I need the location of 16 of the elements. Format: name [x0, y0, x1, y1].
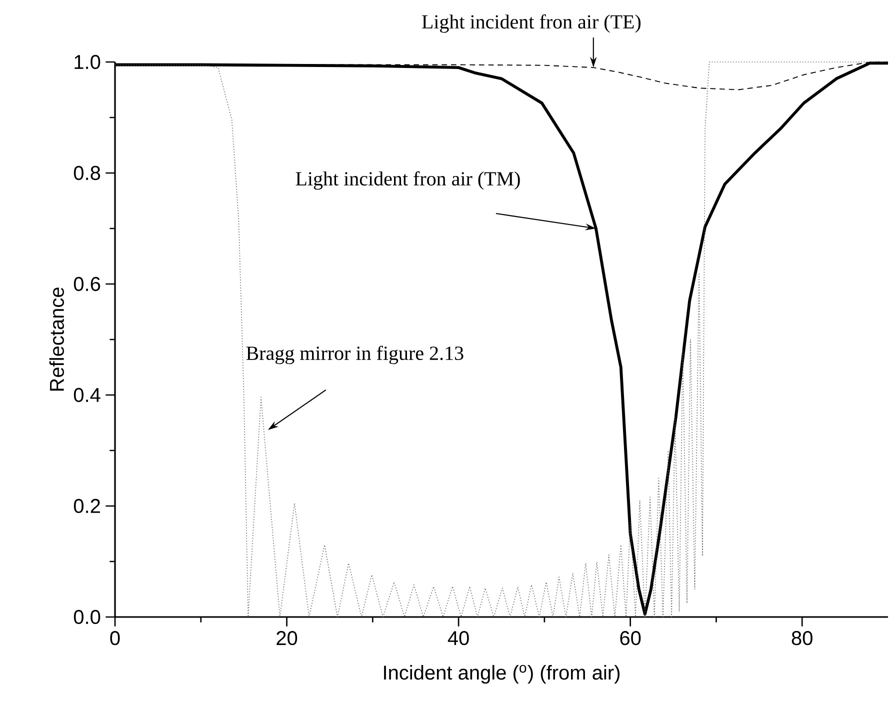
y-tick-label: 0.4	[74, 388, 100, 402]
x-tick-label: 40	[448, 631, 469, 646]
x-tick-label: 0	[110, 631, 120, 646]
y-axis-title: Reflectance	[49, 288, 64, 391]
annotation: Light incident fron air (TE)	[422, 14, 641, 33]
x-tick-label: 80	[792, 631, 812, 646]
y-tick-label: 0.6	[74, 276, 100, 292]
annotation: Light incident fron air (TM)	[296, 171, 520, 190]
y-tick-label: 1.0	[74, 54, 100, 70]
annotation: Bragg mirror in figure 2.13	[246, 346, 464, 364]
x-tick-label: 60	[620, 631, 641, 646]
x-tick-label: 20	[276, 631, 298, 646]
x-axis-title: Incident angle ($^{o}$) (from air)	[384, 665, 620, 684]
y-tick-label: 0.8	[74, 166, 100, 180]
y-tick-label: 0.2	[74, 498, 100, 514]
y-tick-label: 0.0	[74, 610, 100, 624]
